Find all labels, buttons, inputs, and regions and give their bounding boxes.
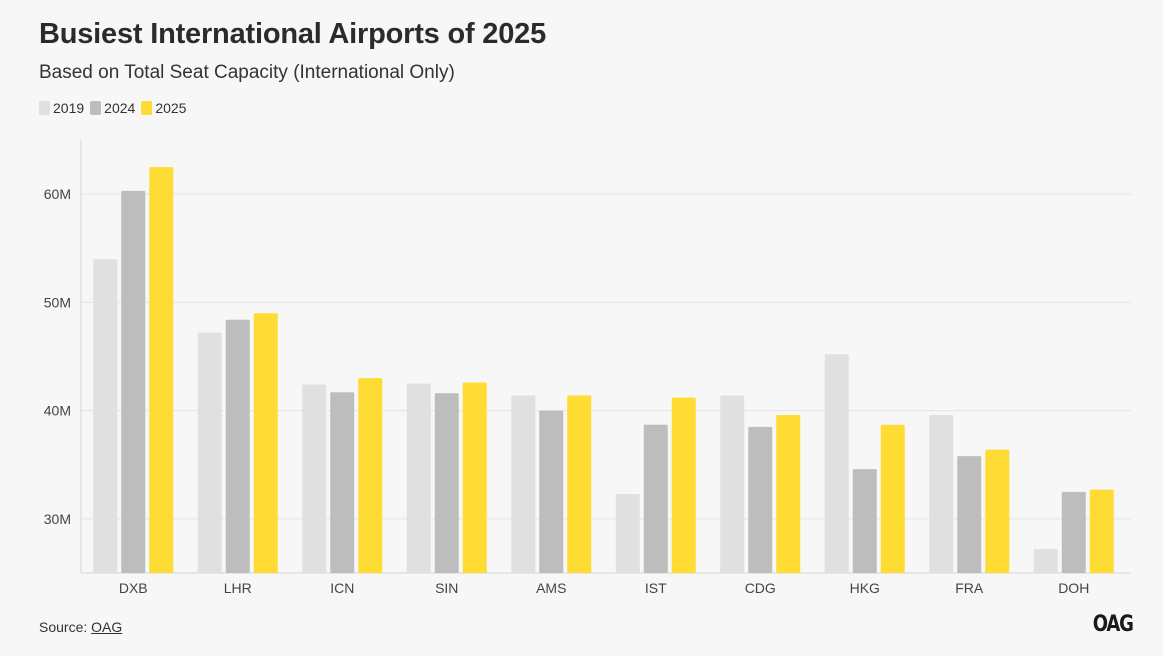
legend-item-2019: 2019 (39, 100, 84, 116)
y-tick-label: 50M (44, 294, 71, 310)
bar-2025-hkg (880, 424, 905, 573)
y-tick-label: 40M (44, 403, 71, 419)
bar-2025-dxb (149, 167, 174, 573)
x-tick-label: AMS (536, 580, 566, 596)
chart-title: Busiest International Airports of 2025 (39, 18, 546, 50)
legend-swatch-2019 (39, 101, 50, 115)
legend-swatch-2024 (90, 101, 102, 115)
bar-2019-hkg (824, 354, 849, 573)
oag-logo: OAG (1093, 612, 1134, 637)
bar-2025-cdg (776, 414, 801, 573)
bar-2025-ist (671, 397, 696, 573)
bar-2024-ams (539, 410, 564, 573)
bar-2024-dxb (121, 190, 146, 573)
y-tick-label: 30M (44, 511, 71, 527)
bar-2024-lhr (225, 319, 250, 573)
bar-2019-icn (302, 384, 327, 573)
chart-subtitle: Based on Total Seat Capacity (Internatio… (39, 62, 455, 83)
bar-2019-doh (1033, 549, 1058, 573)
bar-2019-lhr (197, 332, 222, 573)
x-tick-label: DXB (119, 580, 148, 596)
source-prefix: Source: (39, 619, 92, 635)
bar-2019-dxb (93, 259, 118, 573)
legend-label-2024: 2024 (104, 100, 136, 116)
bar-2025-icn (358, 378, 383, 573)
bar-2025-doh (1089, 489, 1114, 573)
bar-2025-lhr (253, 313, 278, 573)
bar-2024-icn (330, 392, 355, 573)
legend-item-2024: 2024 (90, 100, 135, 116)
x-tick-label: ICN (330, 580, 354, 596)
x-tick-label: CDG (745, 580, 776, 596)
bar-2025-sin (462, 382, 487, 573)
bar-2025-fra (985, 449, 1010, 573)
source-note: Source: OAG (39, 619, 122, 635)
bar-2024-hkg (852, 469, 877, 573)
legend-label-2025: 2025 (155, 100, 187, 116)
bar-2024-cdg (748, 426, 773, 573)
bar-2025-ams (567, 395, 592, 573)
x-tick-label: FRA (955, 580, 984, 596)
legend-item-2025: 2025 (141, 100, 186, 116)
y-tick-label: 60M (44, 186, 71, 202)
chart-legend: 2019 2024 2025 (39, 100, 192, 116)
x-tick-label: DOH (1058, 580, 1089, 596)
bar-2019-ist (615, 493, 640, 573)
bar-2019-cdg (720, 395, 745, 573)
x-tick-label: LHR (224, 580, 252, 596)
bar-2019-ams (511, 395, 536, 573)
bar-2019-sin (406, 383, 431, 573)
legend-swatch-2025 (141, 101, 153, 115)
bar-2024-doh (1061, 491, 1086, 573)
bar-2024-sin (434, 393, 459, 573)
x-tick-label: SIN (435, 580, 458, 596)
bar-2024-fra (957, 456, 982, 573)
x-tick-label: HKG (850, 580, 880, 596)
bar-2024-ist (643, 424, 668, 573)
x-tick-label: IST (645, 580, 667, 596)
bar-2019-fra (929, 414, 954, 573)
source-link[interactable]: OAG (91, 619, 123, 635)
legend-label-2019: 2019 (53, 100, 85, 116)
